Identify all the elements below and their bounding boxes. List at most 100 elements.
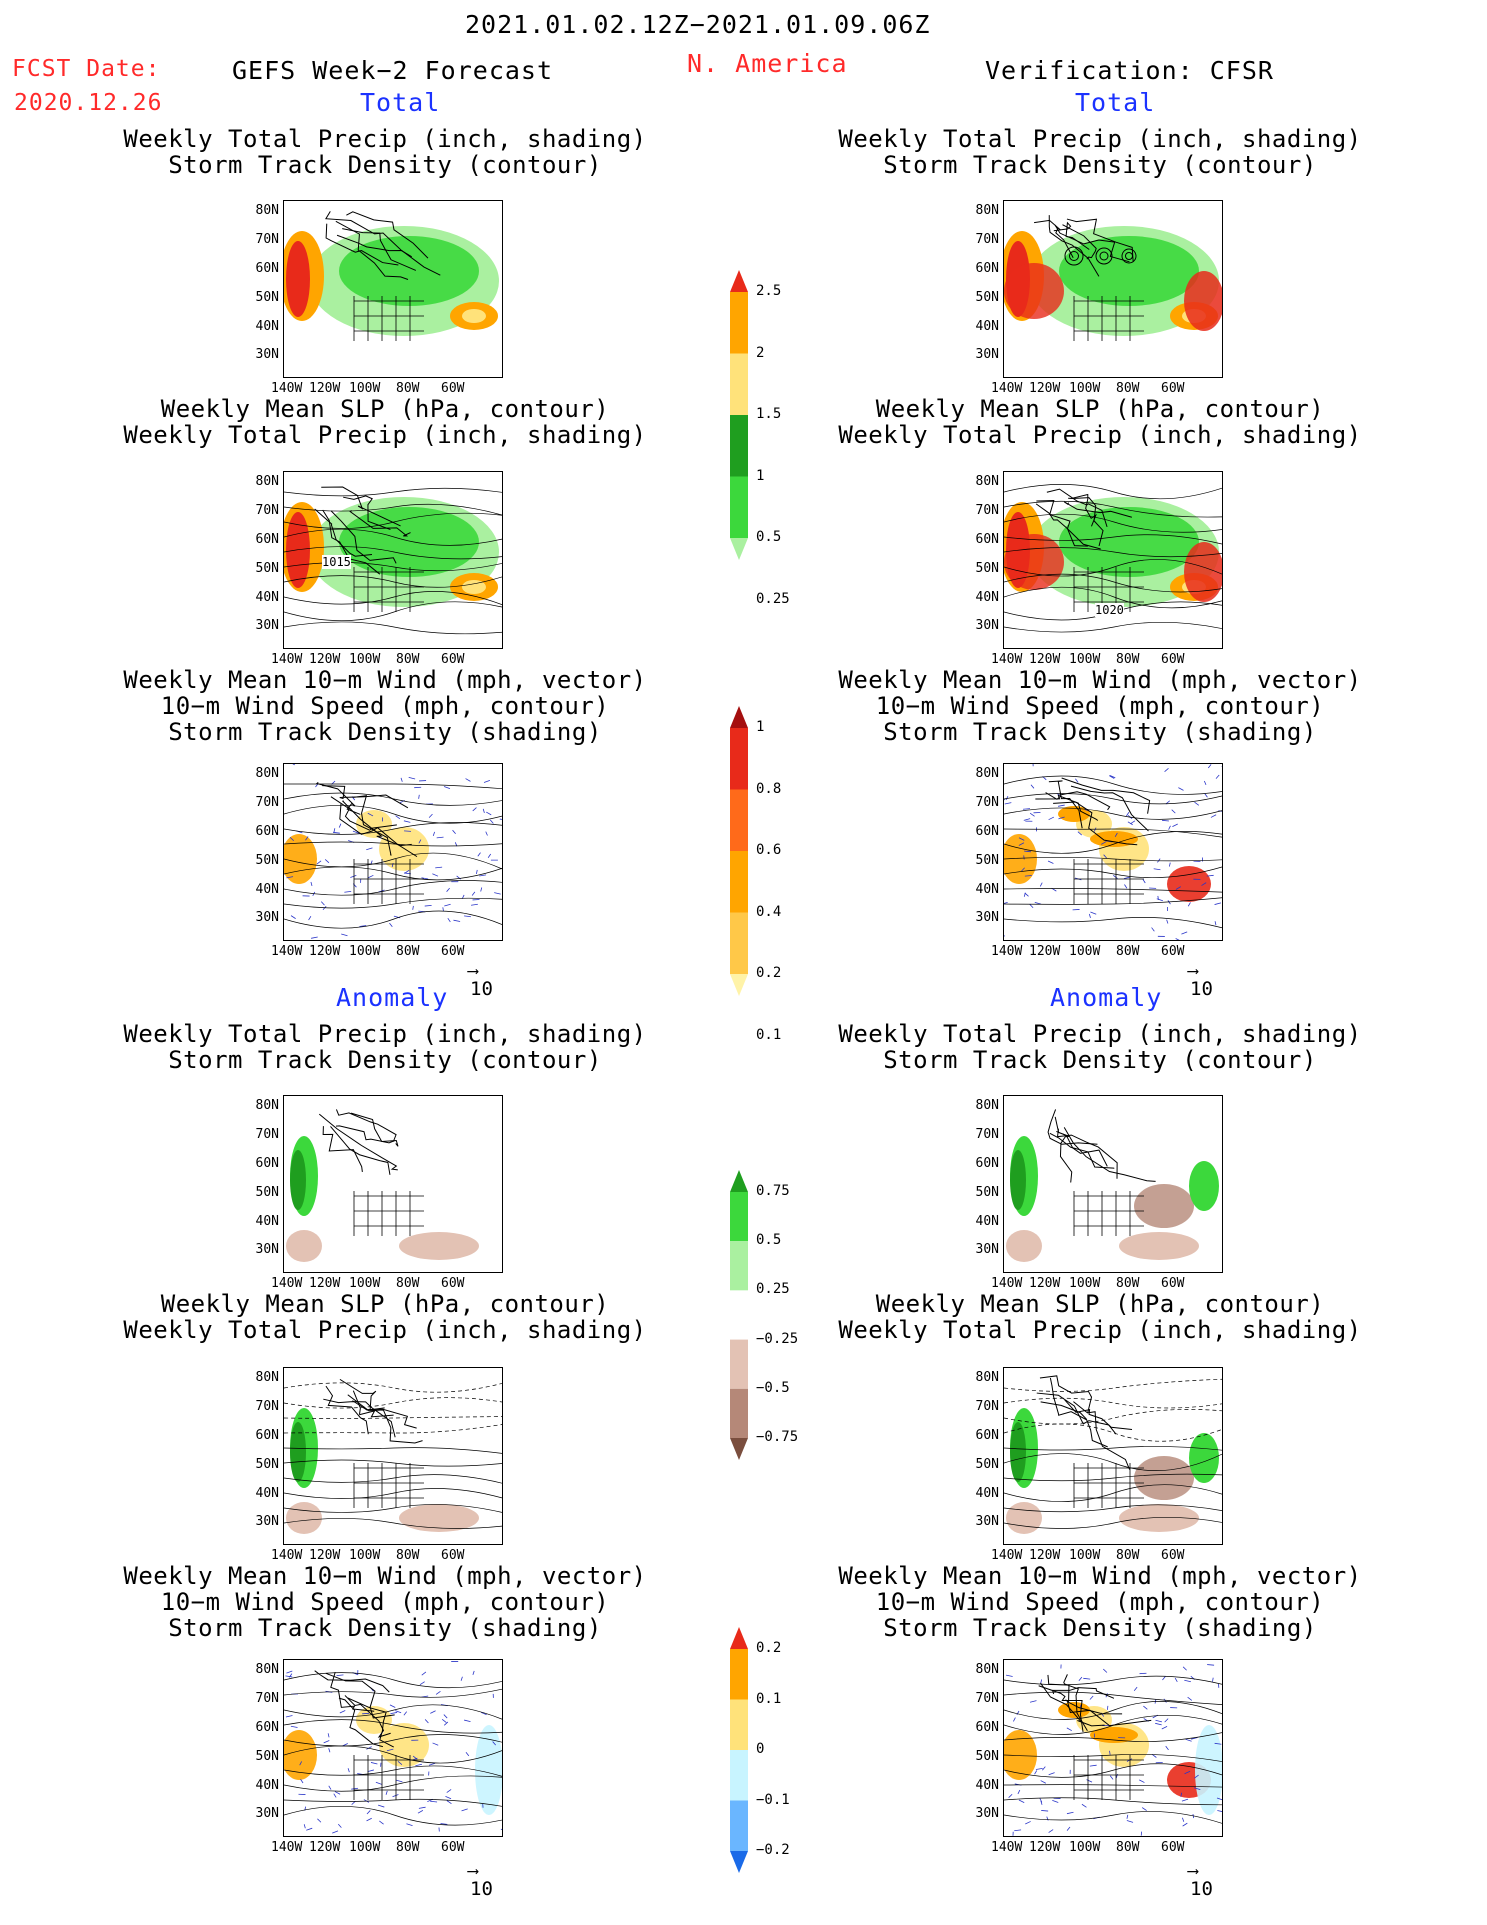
map-canvas [1006,1109,1219,1262]
lat-tick-label: 40N [255,882,279,897]
lat-tick-label: 40N [975,590,999,605]
lon-tick-label: 80W [396,944,420,959]
map-canvas [286,1109,479,1262]
lon-tick-label: 80W [1116,1548,1140,1563]
lat-tick-label: 30N [255,1242,279,1257]
lat-tick-label: 40N [975,882,999,897]
colorbar-track-total [724,706,754,996]
vector-reference: ⟶ 10 [468,1863,493,1901]
colorbar-swatch [730,706,748,728]
colorbar-swatch [730,415,748,477]
colorbar-swatch [730,1438,748,1460]
fcst-date-label: FCST Date: [12,56,161,82]
colorbar-label: 0.1 [756,1690,782,1707]
lon-tick-label: 80W [396,381,420,396]
lat-tick-label: 30N [255,1806,279,1821]
lat-tick-label: 70N [255,795,279,810]
title-slp-precip-anom-fcst: Weekly Mean SLP (hPa, contour) Weekly To… [100,1291,670,1343]
region-label: N. America [687,49,848,78]
lat-tick-label: 60N [255,261,279,276]
colorbar-label: 0.5 [756,529,782,545]
colorbar-swatch [730,292,748,354]
lon-tick-label: 100W [349,1548,381,1563]
map-precip-track-total-ver [1003,200,1223,378]
lon-tick-label: 80W [1116,381,1140,396]
lon-tick-label: 120W [1029,381,1061,396]
vector-reference-value: 10 [470,978,493,1000]
lat-tick-label: 40N [975,1486,999,1501]
title-precip-track-anom-fcst: Weekly Total Precip (inch, shading) Stor… [100,1021,670,1073]
colorbar-track-anom [724,1627,754,1873]
lat-tick-label: 40N [255,1778,279,1793]
colorbar-swatch [730,1627,748,1649]
lon-tick-label: 140W [991,944,1023,959]
lon-tick-label: 100W [1069,1276,1101,1291]
lon-tick-label: 120W [309,944,341,959]
lon-tick-label: 140W [991,1276,1023,1291]
colorbar-label: 1 [756,467,765,484]
lon-tick-label: 140W [271,1548,303,1563]
lon-tick-label: 80W [1116,944,1140,959]
lon-tick-label: 120W [1029,1276,1061,1291]
lon-tick-label: 60W [441,944,465,959]
colorbar-label: −0.1 [756,1791,790,1808]
colorbar-label: 0.5 [756,1232,782,1249]
lat-tick-label: 40N [975,319,999,334]
lon-tick-label: 100W [349,652,381,667]
vector-reference: ⟶ 10 [1188,963,1213,1001]
title-line: Storm Track Density (shading) [883,1614,1317,1642]
lat-tick-label: 70N [975,1127,999,1142]
title-line: Storm Track Density (contour) [168,1046,602,1074]
title-line: Weekly Total Precip (inch, shading) [838,1316,1362,1344]
lat-tick-label: 30N [975,347,999,362]
vector-reference-value: 10 [470,1878,493,1900]
lat-tick-label: 80N [255,766,279,781]
lat-tick-label: 50N [975,853,999,868]
lon-tick-label: 140W [271,1276,303,1291]
lat-tick-label: 40N [255,1486,279,1501]
arrow-right-icon: ⟶ [1188,1861,1198,1880]
title-line: Storm Track Density (contour) [883,151,1317,179]
lat-tick-label: 50N [255,1457,279,1472]
lat-tick-label: 80N [255,203,279,218]
vector-reference-value: 10 [1190,978,1213,1000]
colorbar-swatch [730,974,748,996]
slp-contour-label: 1015 [322,555,351,569]
title-wind-track-anom-ver: Weekly Mean 10−m Wind (mph, vector) 10−m… [815,1563,1385,1641]
colorbar-swatch [730,353,748,415]
colorbar-label: 0.8 [756,780,782,797]
lat-tick-label: 60N [975,824,999,839]
verification-label: Verification: CFSR [985,56,1274,85]
lon-tick-label: 100W [349,1840,381,1855]
section-total-ver: Total [1075,88,1156,117]
title-line: Storm Track Density (contour) [168,151,602,179]
lon-tick-label: 100W [1069,381,1101,396]
lat-tick-label: 60N [255,532,279,547]
lat-tick-label: 60N [975,1720,999,1735]
lon-tick-label: 140W [991,1548,1023,1563]
lat-tick-label: 80N [975,474,999,489]
colorbar-canvas [730,1627,748,1873]
colorbar-label: 0 [756,1741,765,1757]
lat-tick-label: 60N [975,1428,999,1443]
lon-tick-label: 100W [1069,944,1101,959]
title-line: Weekly Total Precip (inch, shading) [123,125,647,153]
lon-tick-label: 100W [349,381,381,396]
lat-tick-label: 50N [255,1749,279,1764]
title-line: Weekly Mean SLP (hPa, contour) [875,395,1325,423]
colorbar-label: 0.6 [756,842,782,858]
title-slp-precip-total-ver: Weekly Mean SLP (hPa, contour) Weekly To… [815,396,1385,448]
lat-tick-label: 80N [975,766,999,781]
title-line: Weekly Total Precip (inch, shading) [838,125,1362,153]
colorbar-swatch [730,270,748,292]
title-line: Weekly Mean SLP (hPa, contour) [160,1290,610,1318]
colorbar-label: −0.25 [756,1330,799,1347]
colorbar-precip-anom [724,1170,754,1460]
map-slp-precip-anom-ver [1003,1367,1223,1545]
title-precip-track-anom-ver: Weekly Total Precip (inch, shading) Stor… [815,1021,1385,1073]
colorbar-label: 2.5 [756,283,782,299]
colorbar-swatch [730,728,748,790]
map-wind-track-total-fcst [283,763,503,941]
lat-tick-label: 30N [975,1806,999,1821]
lat-tick-label: 60N [255,1428,279,1443]
